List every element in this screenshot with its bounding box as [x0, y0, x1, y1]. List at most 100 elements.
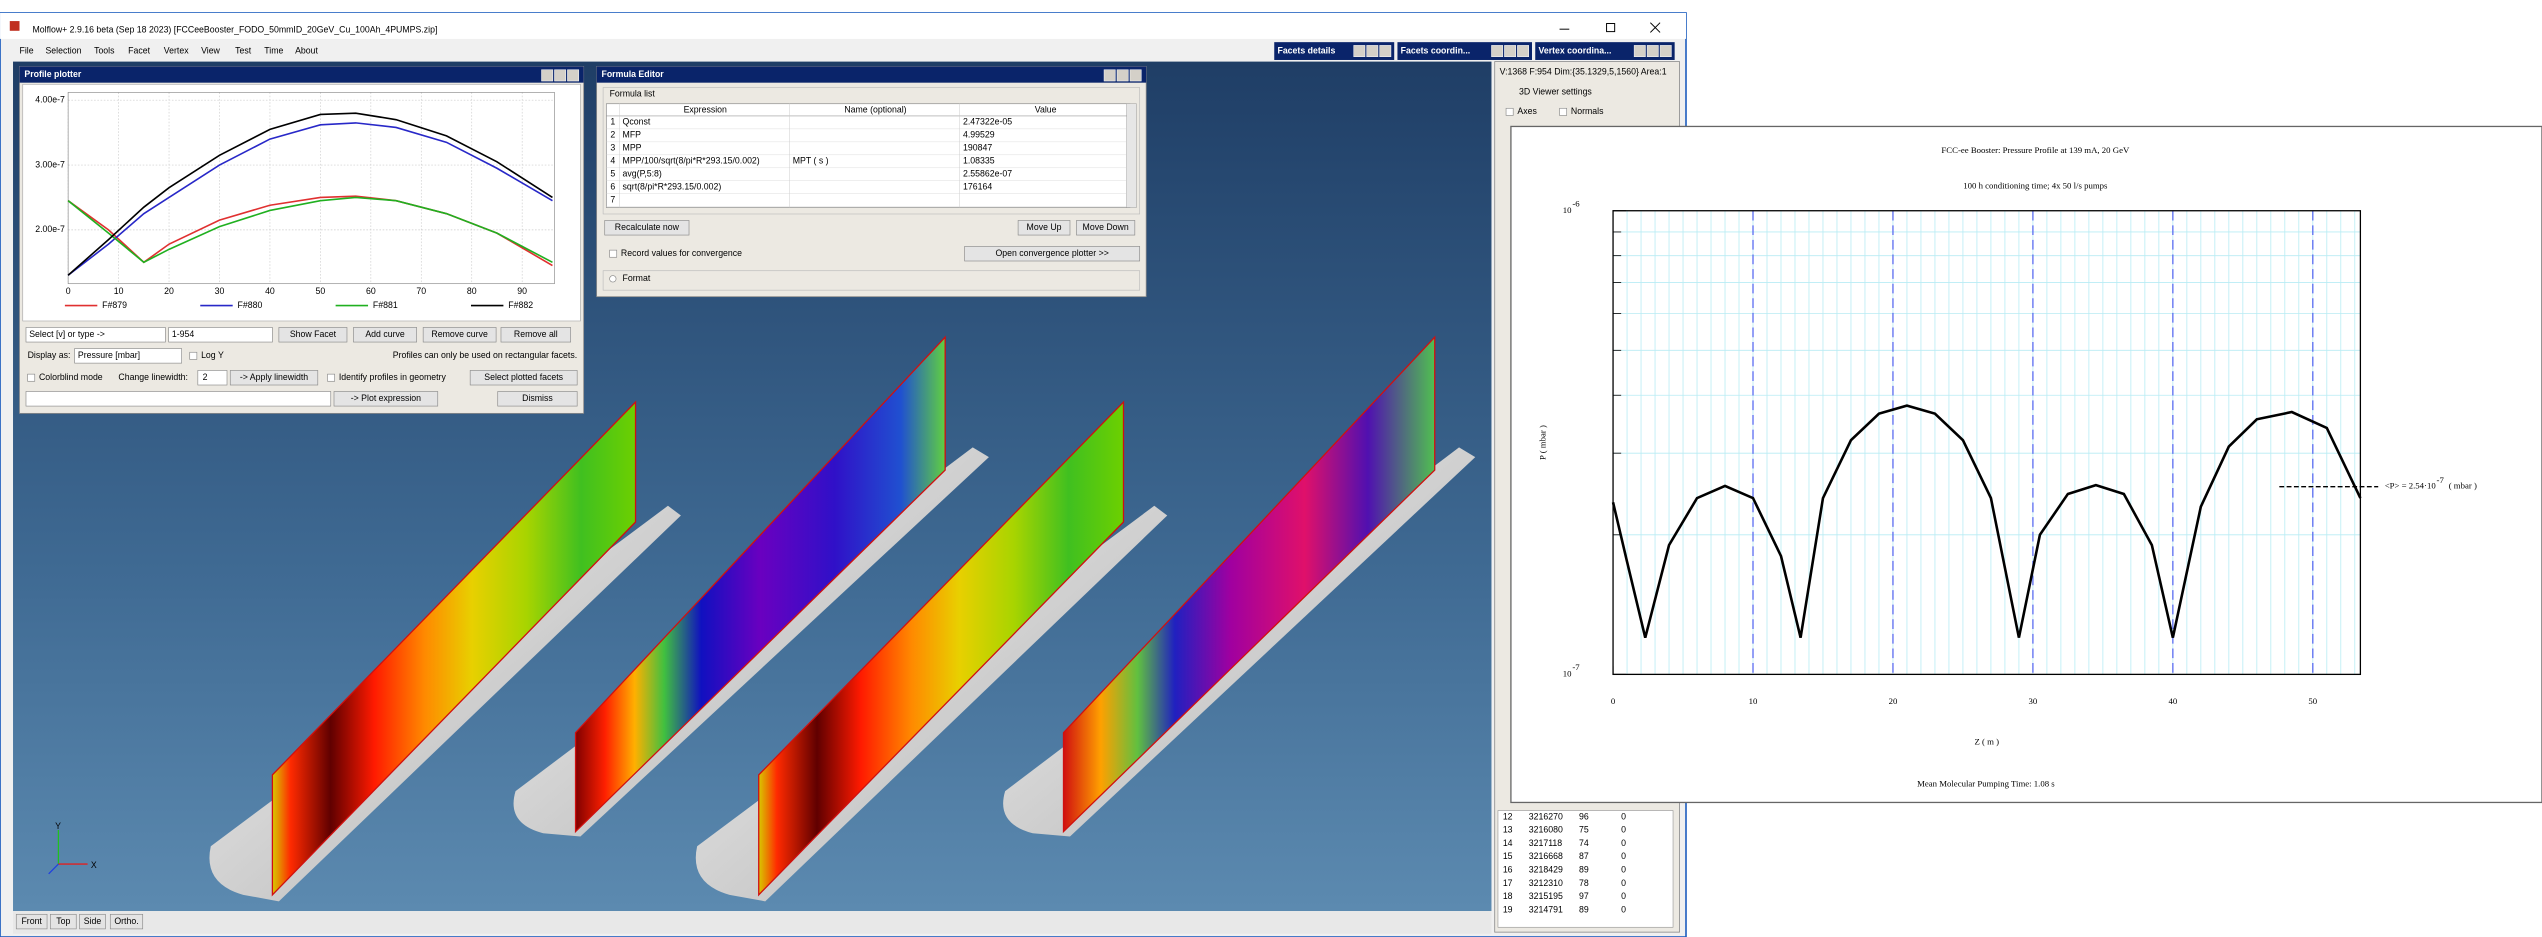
side-cell: 12	[1503, 811, 1513, 821]
menu-item[interactable]: Selection	[45, 45, 81, 55]
x-tick-label: 50	[316, 286, 326, 296]
column-header: Expression	[684, 105, 727, 115]
checkbox[interactable]	[610, 250, 617, 257]
expand-icon[interactable]	[610, 276, 616, 282]
x-tick-label: 10	[1749, 696, 1758, 706]
window-button[interactable]	[1647, 45, 1658, 56]
side-cell: 3215195	[1529, 891, 1563, 901]
checkbox[interactable]	[328, 374, 335, 381]
button-label: Recalculate now	[615, 222, 680, 232]
y-tick-label: 10	[1563, 668, 1572, 678]
window-title: Formula Editor	[601, 69, 664, 79]
view-button-label: Ortho.	[114, 916, 138, 926]
row-number: 4	[610, 156, 615, 166]
checkbox[interactable]	[28, 374, 35, 381]
legend-label: F#879	[102, 300, 127, 310]
row-number: 5	[610, 169, 615, 179]
pressure-chart-window	[1511, 126, 2542, 802]
side-window-title: Facets coordin...	[1401, 45, 1471, 55]
button-label: Remove curve	[431, 329, 488, 339]
window-button[interactable]	[1367, 45, 1378, 56]
button-label: -> Plot expression	[351, 393, 421, 403]
formula-editor-title-bar	[597, 66, 1147, 82]
side-cell: 14	[1503, 838, 1513, 848]
x-tick-label: 10	[114, 286, 124, 296]
formula-value: 190847	[963, 143, 992, 153]
menu-item[interactable]: Test	[235, 45, 252, 55]
window-button[interactable]	[542, 70, 553, 81]
side-cell: 0	[1621, 891, 1626, 901]
side-section: 3D Viewer settings	[1519, 87, 1592, 97]
menu-item[interactable]: File	[20, 45, 34, 55]
expression: sqrt(8/pi*R*293.15/0.002)	[623, 182, 722, 192]
side-cell: 15	[1503, 851, 1513, 861]
window-button[interactable]	[1117, 70, 1128, 81]
checkbox[interactable]	[1560, 108, 1567, 115]
view-button-label: Side	[84, 916, 102, 926]
checkbox-label: Axes	[1517, 106, 1537, 116]
app-icon	[10, 21, 20, 31]
side-cell: 0	[1621, 878, 1626, 888]
window-button[interactable]	[1130, 70, 1141, 81]
menu-item[interactable]: View	[201, 45, 220, 55]
window-button[interactable]	[1104, 70, 1115, 81]
side-cell: 96	[1579, 811, 1589, 821]
side-cell: 0	[1621, 865, 1626, 875]
y-axis-label: P ( mbar )	[1537, 425, 1547, 460]
checkbox[interactable]	[190, 352, 197, 359]
group-label: Formula list	[610, 88, 656, 98]
menu-item[interactable]: About	[295, 45, 318, 55]
window-button[interactable]	[567, 70, 578, 81]
row-number: 1	[610, 117, 615, 127]
input[interactable]	[26, 391, 331, 406]
row-number: 2	[610, 130, 615, 140]
checkbox-label: Identify profiles in geometry	[339, 372, 447, 382]
side-window-title: Facets details	[1277, 45, 1335, 55]
chart-subtitle: 100 h conditioning time; 4x 50 l/s pumps	[1963, 180, 2108, 190]
annotation-unit: ( mbar )	[2449, 481, 2477, 491]
window-button[interactable]	[554, 70, 565, 81]
group-label: Format	[623, 273, 651, 283]
x-tick-label: 30	[215, 286, 225, 296]
expression: avg(P,5:8)	[623, 169, 662, 179]
scrollbar[interactable]	[1127, 104, 1137, 208]
view-button-label: Top	[56, 916, 70, 926]
x-tick-label: 20	[164, 286, 174, 296]
menu-item[interactable]: Facet	[128, 45, 150, 55]
window-button[interactable]	[1504, 45, 1515, 56]
menu-item[interactable]: Tools	[94, 45, 115, 55]
button-label: Add curve	[365, 329, 405, 339]
button-label: Show Facet	[290, 329, 337, 339]
menu-item[interactable]: Vertex	[164, 45, 189, 55]
window-button[interactable]	[1380, 45, 1391, 56]
side-cell: 3218429	[1529, 865, 1563, 875]
side-cell: 0	[1621, 904, 1626, 914]
chart-title: FCC-ee Booster: Pressure Profile at 139 …	[1941, 145, 2130, 155]
button-label: Remove all	[514, 329, 558, 339]
screenshot: Molflow+ 2.9.16 beta (Sep 18 2023) [FCCe…	[0, 0, 2542, 937]
checkbox-label: Normals	[1571, 106, 1604, 116]
side-header: V:1368 F:954 Dim:{35.1329,5,1560} Area:1	[1500, 66, 1667, 76]
expression: MPP	[623, 143, 642, 153]
window-button[interactable]	[1517, 45, 1528, 56]
window-button[interactable]	[1354, 45, 1365, 56]
row-number: 7	[610, 195, 615, 205]
view-toolbar	[13, 911, 1491, 934]
legend-label: F#882	[508, 300, 533, 310]
checkbox[interactable]	[1506, 108, 1513, 115]
x-tick-label: 70	[416, 286, 426, 296]
window-button[interactable]	[1634, 45, 1645, 56]
select-text: Select [v] or type ->	[29, 329, 105, 339]
button-label: Move Down	[1083, 222, 1129, 232]
input-text: 2	[203, 372, 208, 382]
side-cell: 87	[1579, 851, 1589, 861]
view-button-label: Front	[21, 916, 42, 926]
menu-item[interactable]: Time	[264, 45, 283, 55]
x-tick-label: 90	[517, 286, 527, 296]
window-button[interactable]	[1660, 45, 1671, 56]
x-tick-label: 50	[2308, 696, 2317, 706]
window-button[interactable]	[1491, 45, 1502, 56]
checkbox-label: Record values for convergence	[621, 248, 742, 258]
window-title: Molflow+ 2.9.16 beta (Sep 18 2023) [FCCe…	[32, 24, 437, 34]
checkbox-label: Log Y	[201, 350, 224, 360]
